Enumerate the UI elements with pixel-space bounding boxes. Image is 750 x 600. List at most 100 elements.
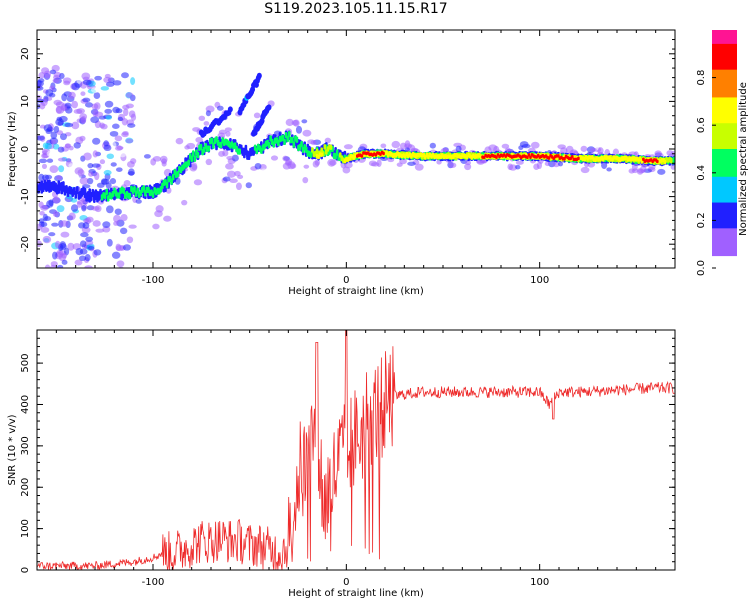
spectrogram-noise-cell [97, 287, 104, 294]
colorbar-swatch [712, 246, 737, 249]
spectrogram-noise-cell [59, 115, 68, 123]
spectrogram-ridge-cell [382, 151, 385, 156]
spectrogram-branch-cell [256, 72, 262, 79]
colorbar-swatch [712, 164, 737, 168]
colorbar-swatch [712, 162, 737, 166]
spectrogram-noise-cell [103, 76, 112, 84]
colorbar-swatch [712, 158, 737, 162]
spectrogram-noise-cell [113, 221, 119, 226]
spectrogram-x-tick-label: -100 [142, 275, 165, 286]
spectrogram-noise-cell [86, 177, 94, 185]
colorbar-swatch [712, 168, 737, 172]
spectrogram-noise-cell [120, 213, 128, 222]
colorbar-swatch [712, 127, 737, 130]
spectrogram-noise-cell [64, 122, 74, 128]
colorbar-tick-label: 0.2 [696, 212, 707, 228]
spectrogram-noise-cell [34, 299, 40, 304]
spectrogram-noise-cell [56, 175, 62, 180]
spectrogram-noise-cell [112, 106, 120, 114]
spectrogram-noise-cell [68, 91, 76, 99]
snr-y-tick-label: 300 [20, 436, 31, 455]
spectrogram-noise-cell [81, 72, 91, 80]
spectrogram-noise-cell [407, 161, 416, 166]
snr-y-tick-label: 100 [20, 519, 31, 538]
colorbar-swatch [712, 51, 737, 55]
spectrogram-noise-cell [79, 240, 87, 248]
colorbar-swatch [712, 208, 737, 212]
spectrogram-noise-cell [37, 290, 45, 295]
colorbar-swatch [712, 135, 737, 138]
spectrogram-noise-cell [654, 150, 662, 157]
spectrogram-noise-cell [71, 121, 80, 130]
colorbar-swatch [712, 107, 737, 110]
spectrogram-noise-cell [81, 226, 91, 234]
spectrogram-noise-cell [113, 286, 122, 293]
spectrogram-ridge-cell [89, 194, 93, 202]
colorbar-swatch [712, 139, 737, 142]
spectrogram-noise-cell [94, 205, 102, 213]
spectrogram-noise-cell [116, 293, 125, 300]
colorbar-swatch [712, 154, 737, 158]
spectrogram-ridge-cell [320, 152, 323, 157]
spectrogram-noise-cell [163, 215, 172, 222]
spectrogram-noise-cell [121, 118, 128, 126]
spectrogram-noise-cell [113, 214, 121, 223]
spectrogram-noise-cell [218, 150, 225, 157]
spectrogram-ridge-cell [267, 141, 271, 149]
colorbar-swatch [712, 33, 737, 37]
spectrogram-ridge-cell [170, 178, 173, 185]
spectrogram-noise-cell [536, 161, 543, 170]
colorbar-swatch [712, 186, 737, 190]
spectrogram-noise-cell [118, 302, 125, 307]
spectrogram-noise-cell [57, 157, 67, 162]
colorbar-swatch [712, 83, 737, 87]
colorbar-swatch [712, 256, 737, 259]
spectrogram-noise-cell [52, 78, 60, 84]
colorbar-swatch [712, 178, 737, 182]
colorbar-swatch [712, 41, 737, 45]
spectrogram-noise-cell [91, 163, 101, 168]
colorbar-swatch [712, 242, 737, 245]
spectrogram-noise-cell [589, 147, 597, 152]
colorbar-swatch [712, 141, 737, 144]
spectrogram-noise-cell [198, 115, 206, 121]
colorbar-swatch [712, 129, 737, 132]
spectrogram-noise-cell [118, 150, 127, 158]
spectrogram-noise-cell [216, 105, 224, 111]
colorbar-swatch [712, 204, 737, 208]
colorbar-swatch [712, 65, 737, 69]
colorbar-swatch [712, 236, 737, 239]
spectrogram-noise-cell [91, 310, 100, 317]
colorbar-swatch [712, 206, 737, 210]
spectrogram-noise-cell [85, 216, 94, 223]
spectrogram-noise-cell [40, 204, 49, 211]
colorbar-swatch [712, 113, 737, 116]
colorbar-swatch [712, 212, 737, 216]
spectrogram-noise-cell [115, 303, 124, 310]
spectrogram-noise-cell [77, 169, 85, 177]
spectrogram-noise-cell [84, 102, 94, 108]
spectrogram-noise-cell [83, 152, 92, 161]
colorbar-swatch [712, 150, 737, 154]
spectrogram-noise-cell [160, 155, 168, 163]
colorbar-swatch [712, 198, 737, 202]
spectrogram-noise-cell [130, 113, 137, 121]
spectrogram-ridge-cell [527, 153, 531, 157]
spectrogram-noise-cell [81, 309, 87, 316]
spectrogram-noise-cell [98, 306, 107, 313]
spectrogram-noise-cell [84, 265, 93, 268]
spectrogram-noise-cell [521, 144, 531, 149]
spectrogram-noise-cell [225, 163, 234, 170]
spectrogram-noise-cell [81, 277, 90, 285]
spectrogram-ridge-cell [193, 155, 197, 162]
spectrogram-noise-cell [70, 197, 78, 203]
spectrogram-noise-cell [314, 159, 321, 166]
spectrogram-noise-cell [37, 135, 45, 141]
colorbar-tick-label: 0.6 [696, 117, 707, 133]
colorbar-swatch [712, 109, 737, 112]
spectrogram-ridge-cell [669, 157, 673, 164]
spectrogram-noise-cell [127, 123, 136, 128]
spectrogram-noise-cell [111, 251, 121, 259]
spectrogram-noise-cell [100, 311, 107, 318]
spectrogram-noise-cell [226, 155, 234, 161]
